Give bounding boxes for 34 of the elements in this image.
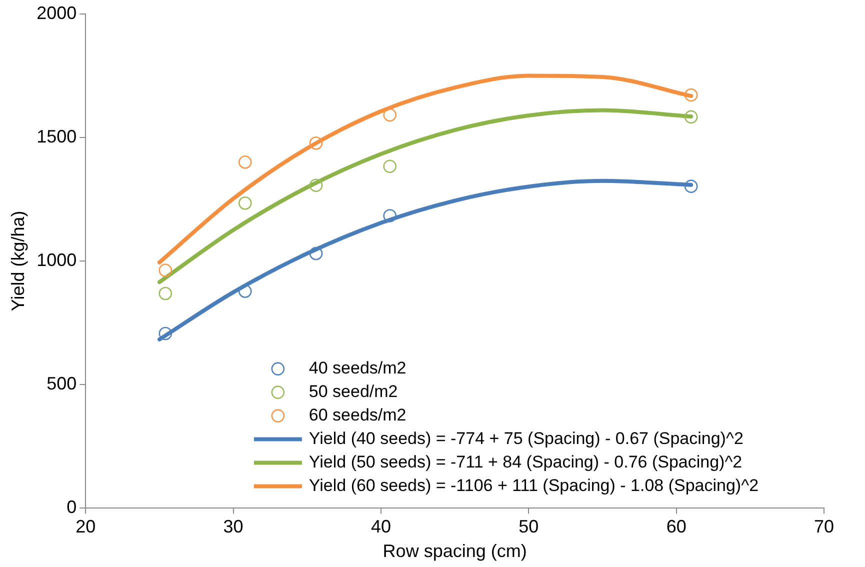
point (238, 284, 252, 298)
x-axis-title: Row spacing (cm) (382, 541, 527, 562)
point (158, 286, 172, 300)
legend-label: Yield (60 seeds) = -1106 + 111 (Spacing) - 1.08 (Spacing)^2 (308, 476, 759, 495)
y-tick-label: 2000 (36, 2, 77, 23)
point (238, 155, 252, 169)
x-tick-label: 50 (518, 516, 539, 537)
point (309, 246, 323, 260)
x-tick-label: 30 (223, 516, 244, 537)
point (238, 196, 252, 210)
x-tick-label: 60 (666, 516, 686, 537)
point (158, 264, 172, 277)
x-tick-label: 70 (814, 516, 834, 537)
point (309, 136, 323, 150)
point (309, 178, 323, 192)
x-tick-label: 20 (76, 516, 96, 537)
x-tick-label: 40 (370, 516, 391, 537)
y-tick-label: 500 (46, 373, 77, 394)
legend-label: Yield (40 seeds) = -774 + 75 (Spacing) - 0.67 (Spacing)^2 (308, 428, 744, 448)
point (684, 180, 698, 193)
point (383, 160, 396, 173)
point (158, 326, 172, 340)
legend-label: 40 seeds/m2 (308, 358, 406, 378)
y-tick-label: 0 (66, 496, 77, 517)
point (383, 209, 396, 222)
point (684, 88, 698, 102)
legend-label: 50 seed/m2 (308, 382, 398, 401)
y-tick-label: 1000 (36, 250, 77, 270)
y-axis-title: Yield (kg/ha) (8, 210, 28, 312)
legend-label: Yield (50 seeds) = -711 + 84 (Spacing) - 0.76 (Spacing)^2 (308, 452, 742, 472)
y-tick-label: 1500 (36, 126, 77, 146)
point (383, 108, 396, 122)
legend-label: 60 seeds/m2 (308, 405, 406, 424)
point (684, 110, 698, 124)
